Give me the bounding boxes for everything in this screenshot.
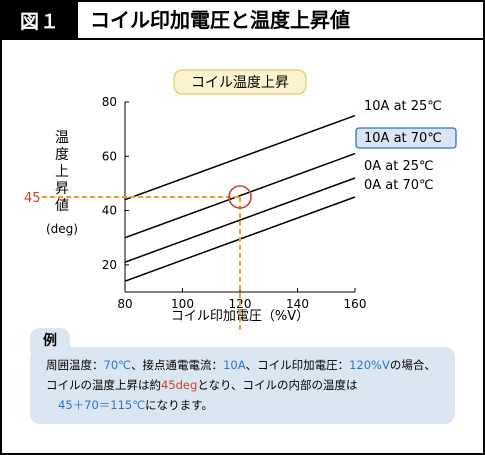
figure-label: 図１ bbox=[2, 2, 78, 38]
y-axis-label-char: 昇 bbox=[55, 181, 69, 197]
y-axis-label-char: 上 bbox=[55, 164, 69, 180]
series-label: 10A at 25℃ bbox=[364, 99, 442, 114]
chart-title: コイル温度上昇 bbox=[191, 75, 289, 91]
annotation-value: 45 bbox=[24, 191, 41, 206]
x-axis-label: コイル印加電圧（%V） bbox=[171, 309, 309, 324]
x-tick-label: 80 bbox=[117, 297, 132, 311]
example-segment: 70℃ bbox=[103, 358, 132, 372]
y-axis-unit: (deg) bbox=[46, 222, 78, 236]
annotation-circle bbox=[228, 185, 252, 209]
series-line bbox=[124, 114, 356, 201]
example-segment: 45deg bbox=[161, 378, 198, 392]
example-segment: 45＋70＝115℃ bbox=[58, 398, 146, 412]
y-axis-label-char: 温 bbox=[55, 130, 69, 146]
example-segment: の場合、 bbox=[389, 358, 436, 372]
example-line-1: 周囲温度：70℃、接点通電電流：10A、コイル印加電圧：120%Vの場合、 bbox=[46, 355, 456, 375]
x-tick-label: 140 bbox=[286, 297, 309, 311]
example-segment: 、コイル印加電圧： bbox=[245, 358, 350, 372]
example-segment: 10A bbox=[223, 358, 246, 372]
example-segment: になります。 bbox=[145, 398, 213, 412]
y-tick-label: 40 bbox=[102, 204, 117, 218]
series-label: 0A at 25℃ bbox=[364, 159, 434, 174]
series-label: 0A at 70℃ bbox=[364, 178, 434, 193]
example-segment: 120%V bbox=[349, 358, 390, 372]
y-axis-label-char: 値 bbox=[55, 198, 69, 214]
example-segment: 、接点通電電流： bbox=[131, 358, 224, 372]
y-tick-label: 60 bbox=[102, 149, 117, 163]
figure-title: コイル印加電圧と温度上昇値 bbox=[90, 8, 350, 32]
example-line-3: 45＋70＝115℃になります。 bbox=[46, 395, 456, 415]
y-axis-label-char: 度 bbox=[55, 147, 69, 163]
header-divider bbox=[2, 38, 483, 40]
y-tick-label: 20 bbox=[102, 258, 117, 272]
example-line-2: コイルの温度上昇は約45degとなり、コイルの内部の温度は bbox=[46, 375, 456, 395]
example-box bbox=[30, 347, 455, 424]
x-tick-label: 160 bbox=[344, 297, 367, 311]
series-label-highlight bbox=[355, 127, 457, 149]
chart: コイル温度上昇8010012014016020406080温度上昇値(deg)コ… bbox=[24, 69, 457, 332]
series-line bbox=[124, 177, 356, 263]
example-segment: となり、コイルの内部の温度は bbox=[197, 378, 358, 392]
series-line bbox=[124, 152, 356, 239]
x-tick-label: 100 bbox=[171, 297, 194, 311]
chart-title-box bbox=[173, 69, 307, 95]
figure-header: 図１ コイル印加電圧と温度上昇値 bbox=[2, 2, 483, 40]
series-label: 10A at 70℃ bbox=[364, 131, 442, 146]
y-tick-label: 80 bbox=[102, 95, 117, 109]
example-segment: コイルの温度上昇は約 bbox=[46, 378, 161, 392]
example-segment: 周囲温度： bbox=[46, 358, 104, 372]
example-text: 周囲温度：70℃、接点通電電流：10A、コイル印加電圧：120%Vの場合、 コイ… bbox=[46, 355, 456, 415]
